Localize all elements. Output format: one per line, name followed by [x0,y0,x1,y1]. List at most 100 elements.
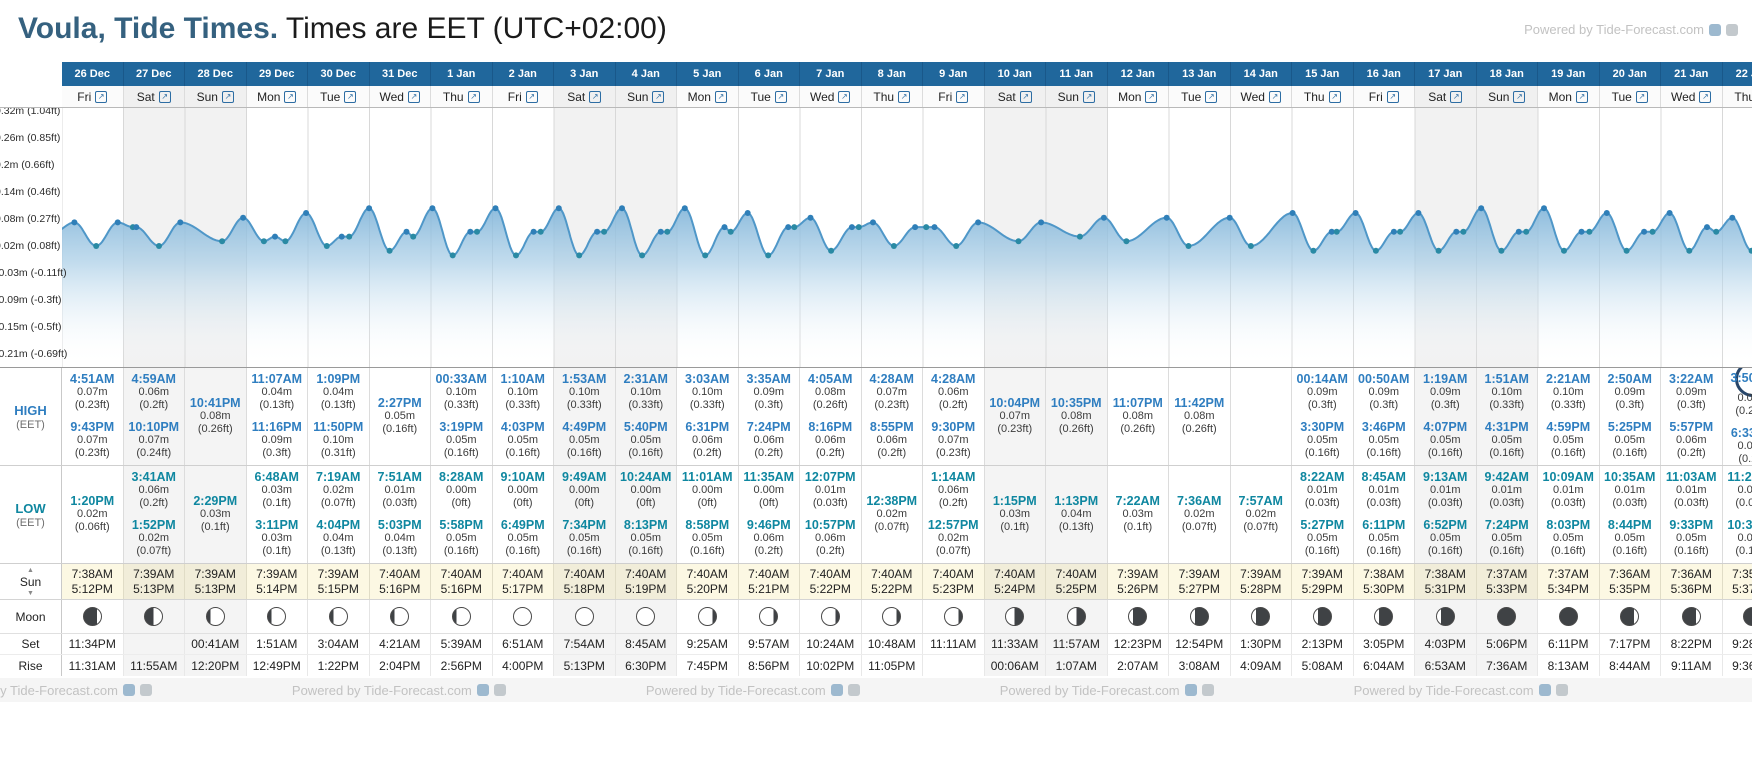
tide-height-ft: (0.33ft) [1489,399,1525,411]
tide-curve [62,207,1752,257]
low-tide-point [1649,228,1656,235]
low-tide-cell: 9:13AM 0.01m (0.03ft) 6:52PM 0.05m (0.16ft) [1415,466,1477,563]
high-tide-time: 2:21AM [1546,372,1591,386]
low-tide-time: 8:44PM [1607,518,1652,532]
weekday-label: Fri [1368,89,1383,104]
expand-day-icon[interactable]: ↗ [467,90,480,103]
tide-height-m: 0.02m [876,508,908,520]
moon-phase-icon-first-quarter [144,607,164,626]
low-tide-time: 7:51AM [377,470,422,484]
moon-phase-icon-full [636,607,656,626]
expand-day-icon[interactable]: ↗ [1145,90,1158,103]
weekday-label: Fri [507,89,522,104]
tide-height-m: 0.05m [384,410,416,422]
high-tide-label: HIGH (EET) [0,368,62,465]
expand-day-icon[interactable]: ↗ [714,90,727,103]
moonrise-time-cell: 3:08AM [1169,655,1231,676]
moon-cell [308,600,370,633]
tide-entry: 11:07AM 0.04m (0.13ft) [251,373,302,412]
date-header-cell: 9 Jan [923,62,985,86]
date-header-cell: 13 Jan [1169,62,1231,86]
sunrise-time: 7:40AM [932,566,974,581]
high-tide-time: 1:53AM [562,372,607,386]
tide-height-ft: (0.16ft) [505,545,541,557]
tide-entry: 1:53AM 0.10m (0.33ft) [562,373,606,412]
moon-cell [1415,600,1477,633]
tide-height-m: 0.05m [1306,434,1338,446]
high-tide-cell: 1:09PM 0.04m (0.13ft) 11:50PM 0.10m (0.31ft) [308,368,370,465]
date-header-cell: 26 Dec [62,62,124,86]
expand-day-icon[interactable]: ↗ [898,90,911,103]
sunset-time: 5:13PM [194,581,236,596]
moonset-time-cell: 7:17PM [1600,634,1661,654]
sunset-time: 5:15PM [317,581,359,596]
tide-entry: 11:03AM 0.01m (0.03ft) [1666,471,1717,510]
expand-day-icon[interactable]: ↗ [1699,90,1712,103]
moon-phase-icon-waxing-gibbous [451,607,471,626]
tide-height-ft: (0.16ft) [382,423,418,435]
weekday-label: Wed [1240,89,1265,104]
expand-day-icon[interactable]: ↗ [1268,90,1281,103]
expand-day-icon[interactable]: ↗ [1328,90,1341,103]
expand-day-icon[interactable]: ↗ [589,90,602,103]
expand-day-icon[interactable]: ↗ [525,90,538,103]
tide-height-m: 0.05m [445,434,477,446]
low-label-text: LOW [15,500,46,516]
sun-label-text: Sun [19,574,42,589]
high-tide-point [177,219,184,226]
expand-day-icon[interactable]: ↗ [1386,90,1399,103]
expand-day-icon[interactable]: ↗ [344,90,357,103]
sunrise-time: 7:40AM [379,566,421,581]
sunset-time: 5:30PM [1363,581,1405,596]
tide-height-ft: (0.2ft) [938,497,968,509]
expand-day-icon[interactable]: ↗ [1513,90,1526,103]
tide-height-ft: (0.2ft) [692,447,722,459]
expand-day-icon[interactable]: ↗ [774,90,787,103]
high-tide-point [931,224,938,231]
sunrise-time: 7:39AM [317,566,359,581]
moonset-time-cell: 00:41AM [185,634,247,654]
date-header-cell: 21 Jan [1661,62,1723,86]
low-tide-time: 7:22AM [1115,494,1160,508]
expand-day-icon[interactable]: ↗ [95,90,108,103]
tide-height-m: 0.03m [1122,508,1154,520]
sun-cell: 7:39AM 5:13PM [123,564,185,599]
high-tide-point [1641,228,1648,235]
expand-day-icon[interactable]: ↗ [652,90,665,103]
moonrise-time-cell: 5:13PM [554,655,616,676]
weekday-cell: Fri ↗ [492,86,554,107]
expand-day-icon[interactable]: ↗ [1450,90,1463,103]
expand-day-icon[interactable]: ↗ [1575,90,1588,103]
moon-phase-icon-waning-gibbous [697,607,717,626]
expand-day-icon[interactable]: ↗ [158,90,171,103]
moon-cell [1108,600,1169,633]
expand-day-icon[interactable]: ↗ [1019,90,1032,103]
sunset-time: 5:17PM [502,581,544,596]
sunset-time: 5:27PM [1178,581,1220,596]
low-tide-time: 7:57AM [1238,494,1283,508]
moonset-time-cell: 12:54PM [1169,634,1231,654]
expand-day-icon[interactable]: ↗ [956,90,969,103]
expand-day-icon[interactable]: ↗ [1082,90,1095,103]
tide-height-ft: (0.03ft) [812,497,848,509]
expand-day-icon[interactable]: ↗ [1635,90,1648,103]
moonrise-time-cell: 6:30PM [616,655,677,676]
expand-day-icon[interactable]: ↗ [221,90,234,103]
expand-day-icon[interactable]: ↗ [838,90,851,103]
low-tide-row: LOW (EET) 1:20PM 0.02m (0.06ft) 3:41AM 0.06m… [0,466,1752,564]
expand-day-icon[interactable]: ↗ [284,90,297,103]
moon-cell [616,600,677,633]
tide-entry: 7:34PM 0.05m (0.16ft) [562,519,606,558]
moon-phase-icon-waning-crescent [1128,607,1148,626]
tide-height-m: 0.06m [138,386,170,398]
expand-day-icon[interactable]: ↗ [407,90,420,103]
tide-height-ft: (0.3ft) [1615,399,1645,411]
tide-height-ft: (0.3ft) [1307,399,1337,411]
weekday-cell: Mon ↗ [1538,86,1600,107]
expand-day-icon[interactable]: ↗ [1205,90,1218,103]
moonset-time-cell: 6:51AM [493,634,554,654]
tide-height-ft: (0.16ft) [689,545,725,557]
tide-entry: 5:58PM 0.05m (0.16ft) [439,519,483,558]
low-tide-time: 9:49AM [562,470,607,484]
moonset-time-cell: 1:51AM [247,634,308,654]
